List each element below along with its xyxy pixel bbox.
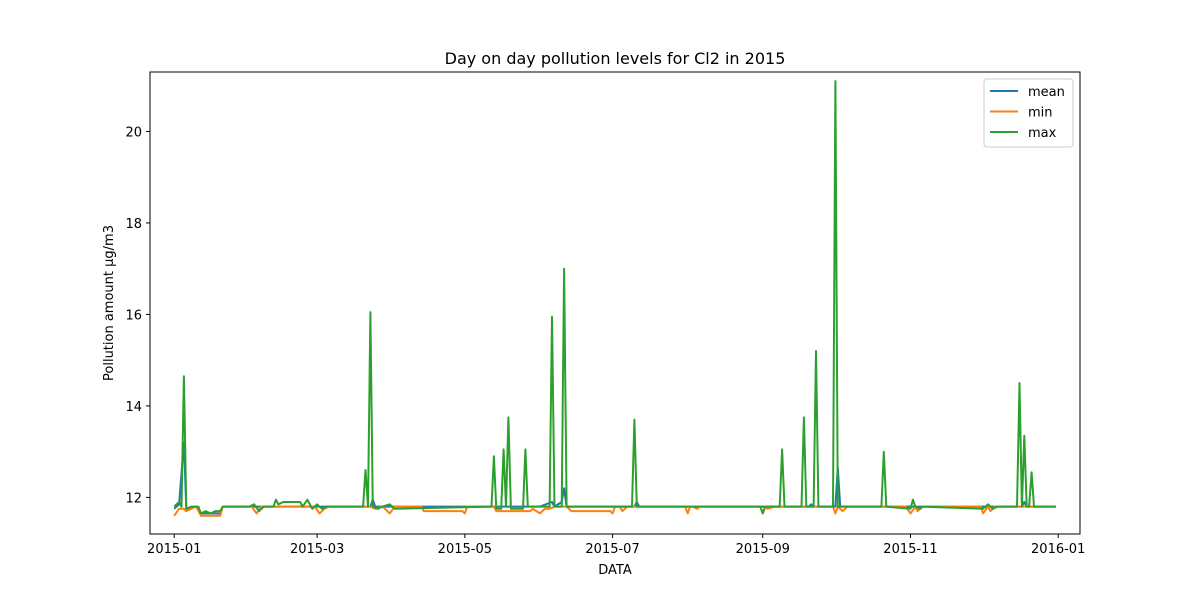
legend: mean min max — [983, 78, 1074, 148]
x-tick-label: 2015-07 — [585, 542, 639, 557]
y-tick-label: 16 — [125, 308, 142, 323]
x-tick-label: 2015-11 — [883, 542, 937, 557]
y-tick-label: 12 — [125, 491, 142, 506]
legend-label-min: min — [1028, 106, 1053, 121]
legend-label-mean: mean — [1028, 85, 1065, 100]
legend-box — [983, 78, 1074, 148]
x-tick-label: 2016-01 — [1031, 542, 1085, 557]
x-axis-label: DATA — [598, 563, 632, 578]
y-tick-label: 14 — [125, 400, 142, 415]
y-tick-label: 18 — [125, 217, 142, 232]
x-axis-ticks: 2015-01 2015-03 2015-05 2015-07 2015-09 2015-… — [147, 534, 1085, 557]
x-tick-label: 2015-03 — [290, 542, 344, 557]
y-axis-ticks: 12 14 16 18 20 — [125, 125, 150, 506]
plot-frame — [149, 71, 1081, 535]
x-tick-label: 2015-05 — [438, 542, 492, 557]
chart-title: Day on day pollution levels for Cl2 in 2… — [445, 49, 786, 68]
series-line-min — [173, 505, 1056, 517]
y-tick-label: 20 — [125, 125, 142, 140]
x-tick-label: 2015-09 — [736, 542, 790, 557]
legend-label-max: max — [1028, 126, 1057, 141]
x-tick-label: 2015-01 — [147, 542, 201, 557]
y-axis-label: Pollution amount µg/m3 — [102, 225, 117, 381]
plot-series — [173, 80, 1056, 517]
series-line-max — [173, 80, 1056, 515]
